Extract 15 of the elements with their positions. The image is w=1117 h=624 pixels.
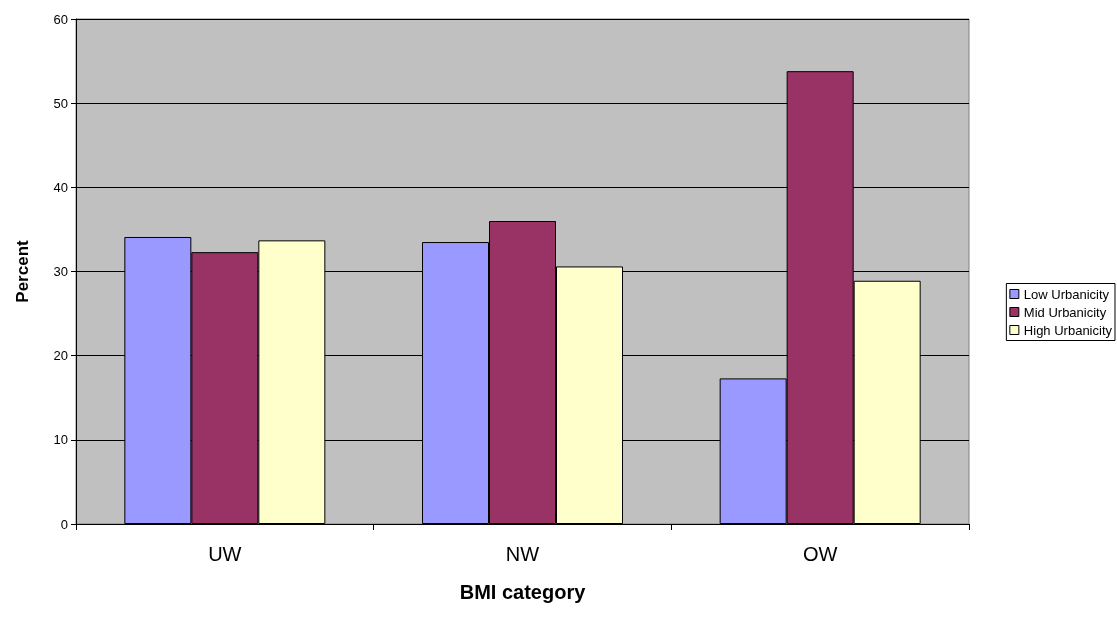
x-tick-label: OW xyxy=(802,543,838,565)
y-tick-label: 50 xyxy=(53,95,68,111)
legend-label: Mid Urbanicity xyxy=(1023,304,1107,320)
x-axis-title: BMI category xyxy=(459,581,587,603)
y-tick-label: 20 xyxy=(53,348,68,364)
y-axis-title: Percent xyxy=(13,239,32,303)
x-tick-label: NW xyxy=(505,543,540,565)
legend-label: High Urbanicity xyxy=(1023,322,1113,338)
y-tick-label: 0 xyxy=(60,516,68,532)
y-tick-label: 10 xyxy=(53,432,68,448)
y-tick-label: 30 xyxy=(53,264,68,279)
y-tick-label: 60 xyxy=(53,11,68,27)
x-tick-label: UW xyxy=(208,543,242,565)
y-tick-label: 40 xyxy=(53,179,68,195)
legend-label: Low Urbanicity xyxy=(1023,286,1110,302)
